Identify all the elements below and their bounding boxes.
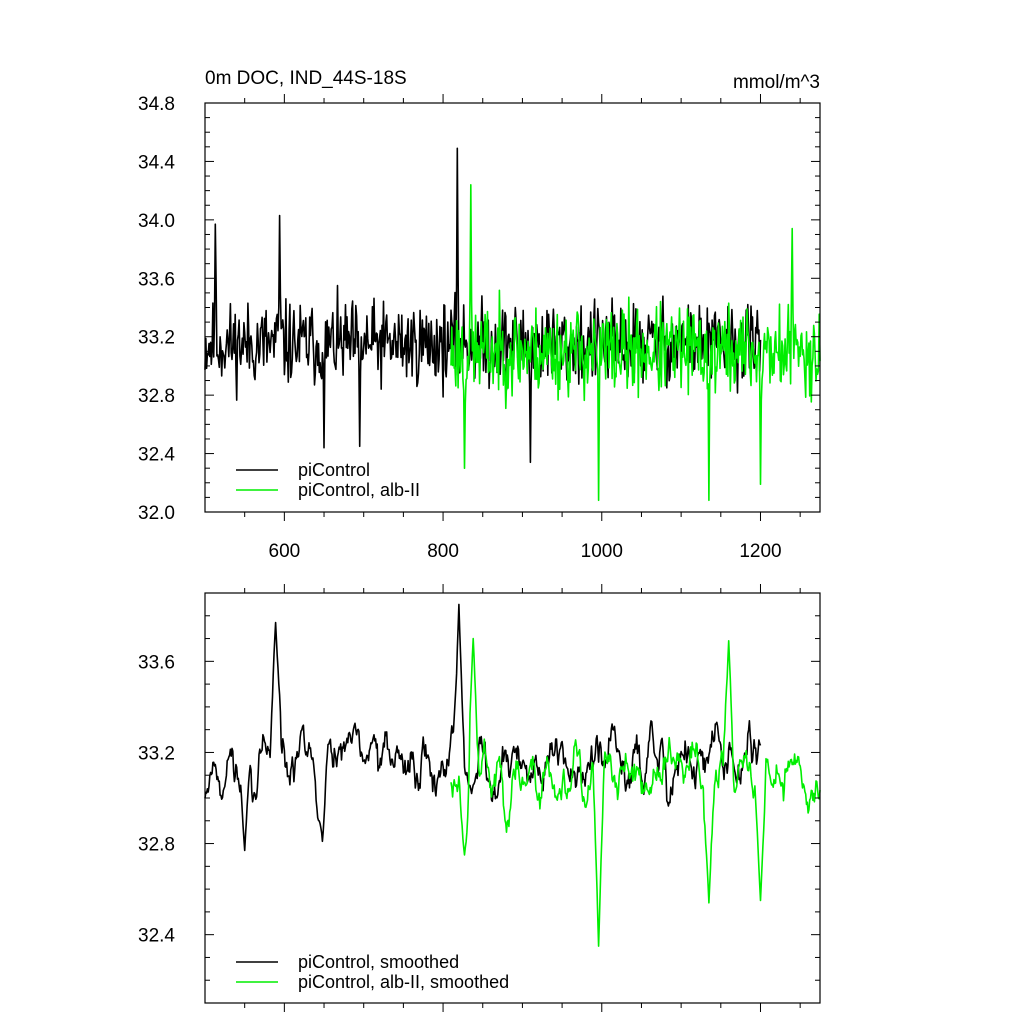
y-tick-label: 32.4 xyxy=(138,926,175,947)
series-line-2 xyxy=(450,184,821,502)
y-tick-label: 34.0 xyxy=(138,211,175,232)
chart-title: 0m DOC, IND_44S-18S xyxy=(205,68,407,89)
y-tick-label: 34.4 xyxy=(138,152,175,173)
x-tick-label: 800 xyxy=(427,541,459,562)
y-tick-label: 32.4 xyxy=(138,445,175,466)
units-label: mmol/m^3 xyxy=(733,72,820,93)
bottom-panel: 32.4 32.8 33.2 33.6 piControl, smoothedpiCon… xyxy=(138,584,821,1012)
y-tick-label: 33.2 xyxy=(138,743,175,764)
x-tick-label: 1200 xyxy=(739,541,781,562)
legend-label-2: piControl, alb-II xyxy=(298,480,420,500)
y-tick-label: 32.8 xyxy=(138,835,175,856)
x-tick-label: 600 xyxy=(269,541,301,562)
y-tick-label: 33.2 xyxy=(138,328,175,349)
legend-label-2: piControl, alb-II, smoothed xyxy=(298,972,509,992)
top-panel: 600 800 1000 1200 32.0 32.4 32.8 33.2 33.6 34.0 34… xyxy=(138,94,821,562)
legend-label-1: piControl, smoothed xyxy=(298,952,459,972)
y-tick-label: 33.6 xyxy=(138,269,175,290)
y-tick-label: 32.0 xyxy=(138,503,175,524)
y-tick-label: 33.6 xyxy=(138,652,175,673)
legend-label-1: piControl xyxy=(298,460,370,480)
y-tick-label: 34.8 xyxy=(138,94,175,115)
y-tick-label: 32.8 xyxy=(138,386,175,407)
series-line-1 xyxy=(204,147,762,464)
series-line-2 xyxy=(450,637,821,947)
x-tick-label: 1000 xyxy=(581,541,623,562)
